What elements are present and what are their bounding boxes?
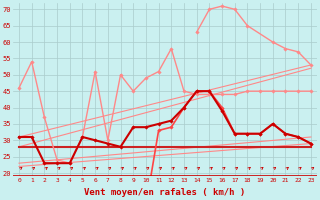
X-axis label: Vent moyen/en rafales ( km/h ): Vent moyen/en rafales ( km/h ) [84,188,245,197]
